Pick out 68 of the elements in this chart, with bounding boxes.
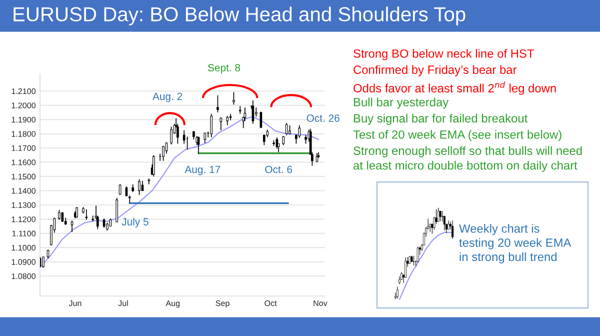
annotation: Aug. 17: [184, 166, 220, 176]
candlestick: [220, 116, 222, 131]
candlestick: [238, 106, 242, 114]
candlestick: [58, 209, 60, 220]
candlestick: [285, 122, 288, 136]
candlestick: [197, 136, 200, 154]
candlestick: [42, 256, 44, 268]
y-tick-label: 1.1300: [12, 202, 36, 208]
y-tick-label: 1.2000: [12, 102, 36, 108]
text: Strong enough selloff so that bulls will need at least micro double bottom on daily chart: [354, 146, 582, 172]
y-tick-label: 1.1000: [12, 244, 36, 251]
annotation: July 5: [122, 218, 148, 228]
candlestick: [226, 116, 229, 126]
candlestick: [254, 107, 258, 118]
y-tick-label: 1.1200: [12, 216, 36, 222]
y-tick-label: 1.1700: [12, 145, 36, 151]
candlestick: [282, 135, 285, 146]
y-tick-label: 1.1800: [12, 131, 36, 137]
y-tick-label: 1.2100: [12, 88, 36, 94]
text: Odds favor at least small 2$^{nd}$ leg down: [354, 81, 556, 95]
y-tick-label: 1.1100: [12, 230, 36, 236]
y-tick-label: 1.1600: [12, 160, 36, 166]
candlestick: [85, 208, 88, 220]
candlestick: [148, 178, 150, 185]
text: Confirmed by Friday’s bear bar: [354, 65, 517, 76]
candlestick: [452, 220, 454, 240]
candlestick: [70, 220, 74, 232]
x-tick-label: Sep: [216, 300, 230, 308]
x-tick-label: Jun: [68, 300, 82, 306]
y-tick-label: 1.1900: [12, 116, 36, 123]
candlestick: [204, 132, 206, 144]
y-tick-label: 1.0800: [12, 273, 36, 280]
text: Weekly chart is testing 20 week EMA in strong bull trend: [459, 224, 572, 264]
candlestick: [288, 124, 291, 135]
text: Bull bar yesterday: [354, 98, 449, 109]
x-tick-label: Jul: [118, 300, 128, 306]
candlestick: [396, 286, 398, 299]
candlestick: [61, 212, 64, 222]
candlestick: [416, 246, 419, 263]
annotation: Oct. 26: [306, 114, 340, 122]
y-tick-label: 1.1500: [12, 174, 36, 180]
candlestick: [260, 111, 262, 128]
text: Strong BO below neck line of HST: [354, 49, 534, 60]
candlestick: [141, 180, 144, 192]
candlestick: [443, 215, 446, 231]
annotation: Sept. 8: [208, 64, 240, 74]
annotation: Aug. 2: [152, 92, 182, 102]
candlestick: [210, 113, 212, 138]
candlestick: [162, 145, 164, 162]
candlestick: [437, 207, 440, 222]
x-tick-label: Oct: [264, 300, 277, 306]
annotation: Oct. 6: [265, 166, 292, 174]
candlestick: [216, 94, 219, 113]
candlestick: [232, 92, 235, 106]
candlestick: [116, 197, 118, 222]
candlestick: [152, 154, 155, 177]
x-tick-label: Aug: [166, 300, 180, 308]
y-tick-label: 1.0900: [12, 259, 36, 265]
y-tick-label: 1.1400: [12, 188, 36, 194]
text: Test of 20 week EMA (see insert below): [353, 130, 562, 142]
candlestick: [138, 178, 140, 196]
chart-title: EURUSD Day: BO Below Head and Shoulders Top: [14, 6, 466, 26]
candlestick: [92, 215, 94, 222]
candlestick: [170, 126, 172, 145]
x-tick-label: Nov: [314, 300, 328, 306]
candlestick: [102, 218, 106, 228]
candlestick: [398, 276, 401, 285]
text: Buy signal bar for failed breakout: [354, 114, 528, 125]
